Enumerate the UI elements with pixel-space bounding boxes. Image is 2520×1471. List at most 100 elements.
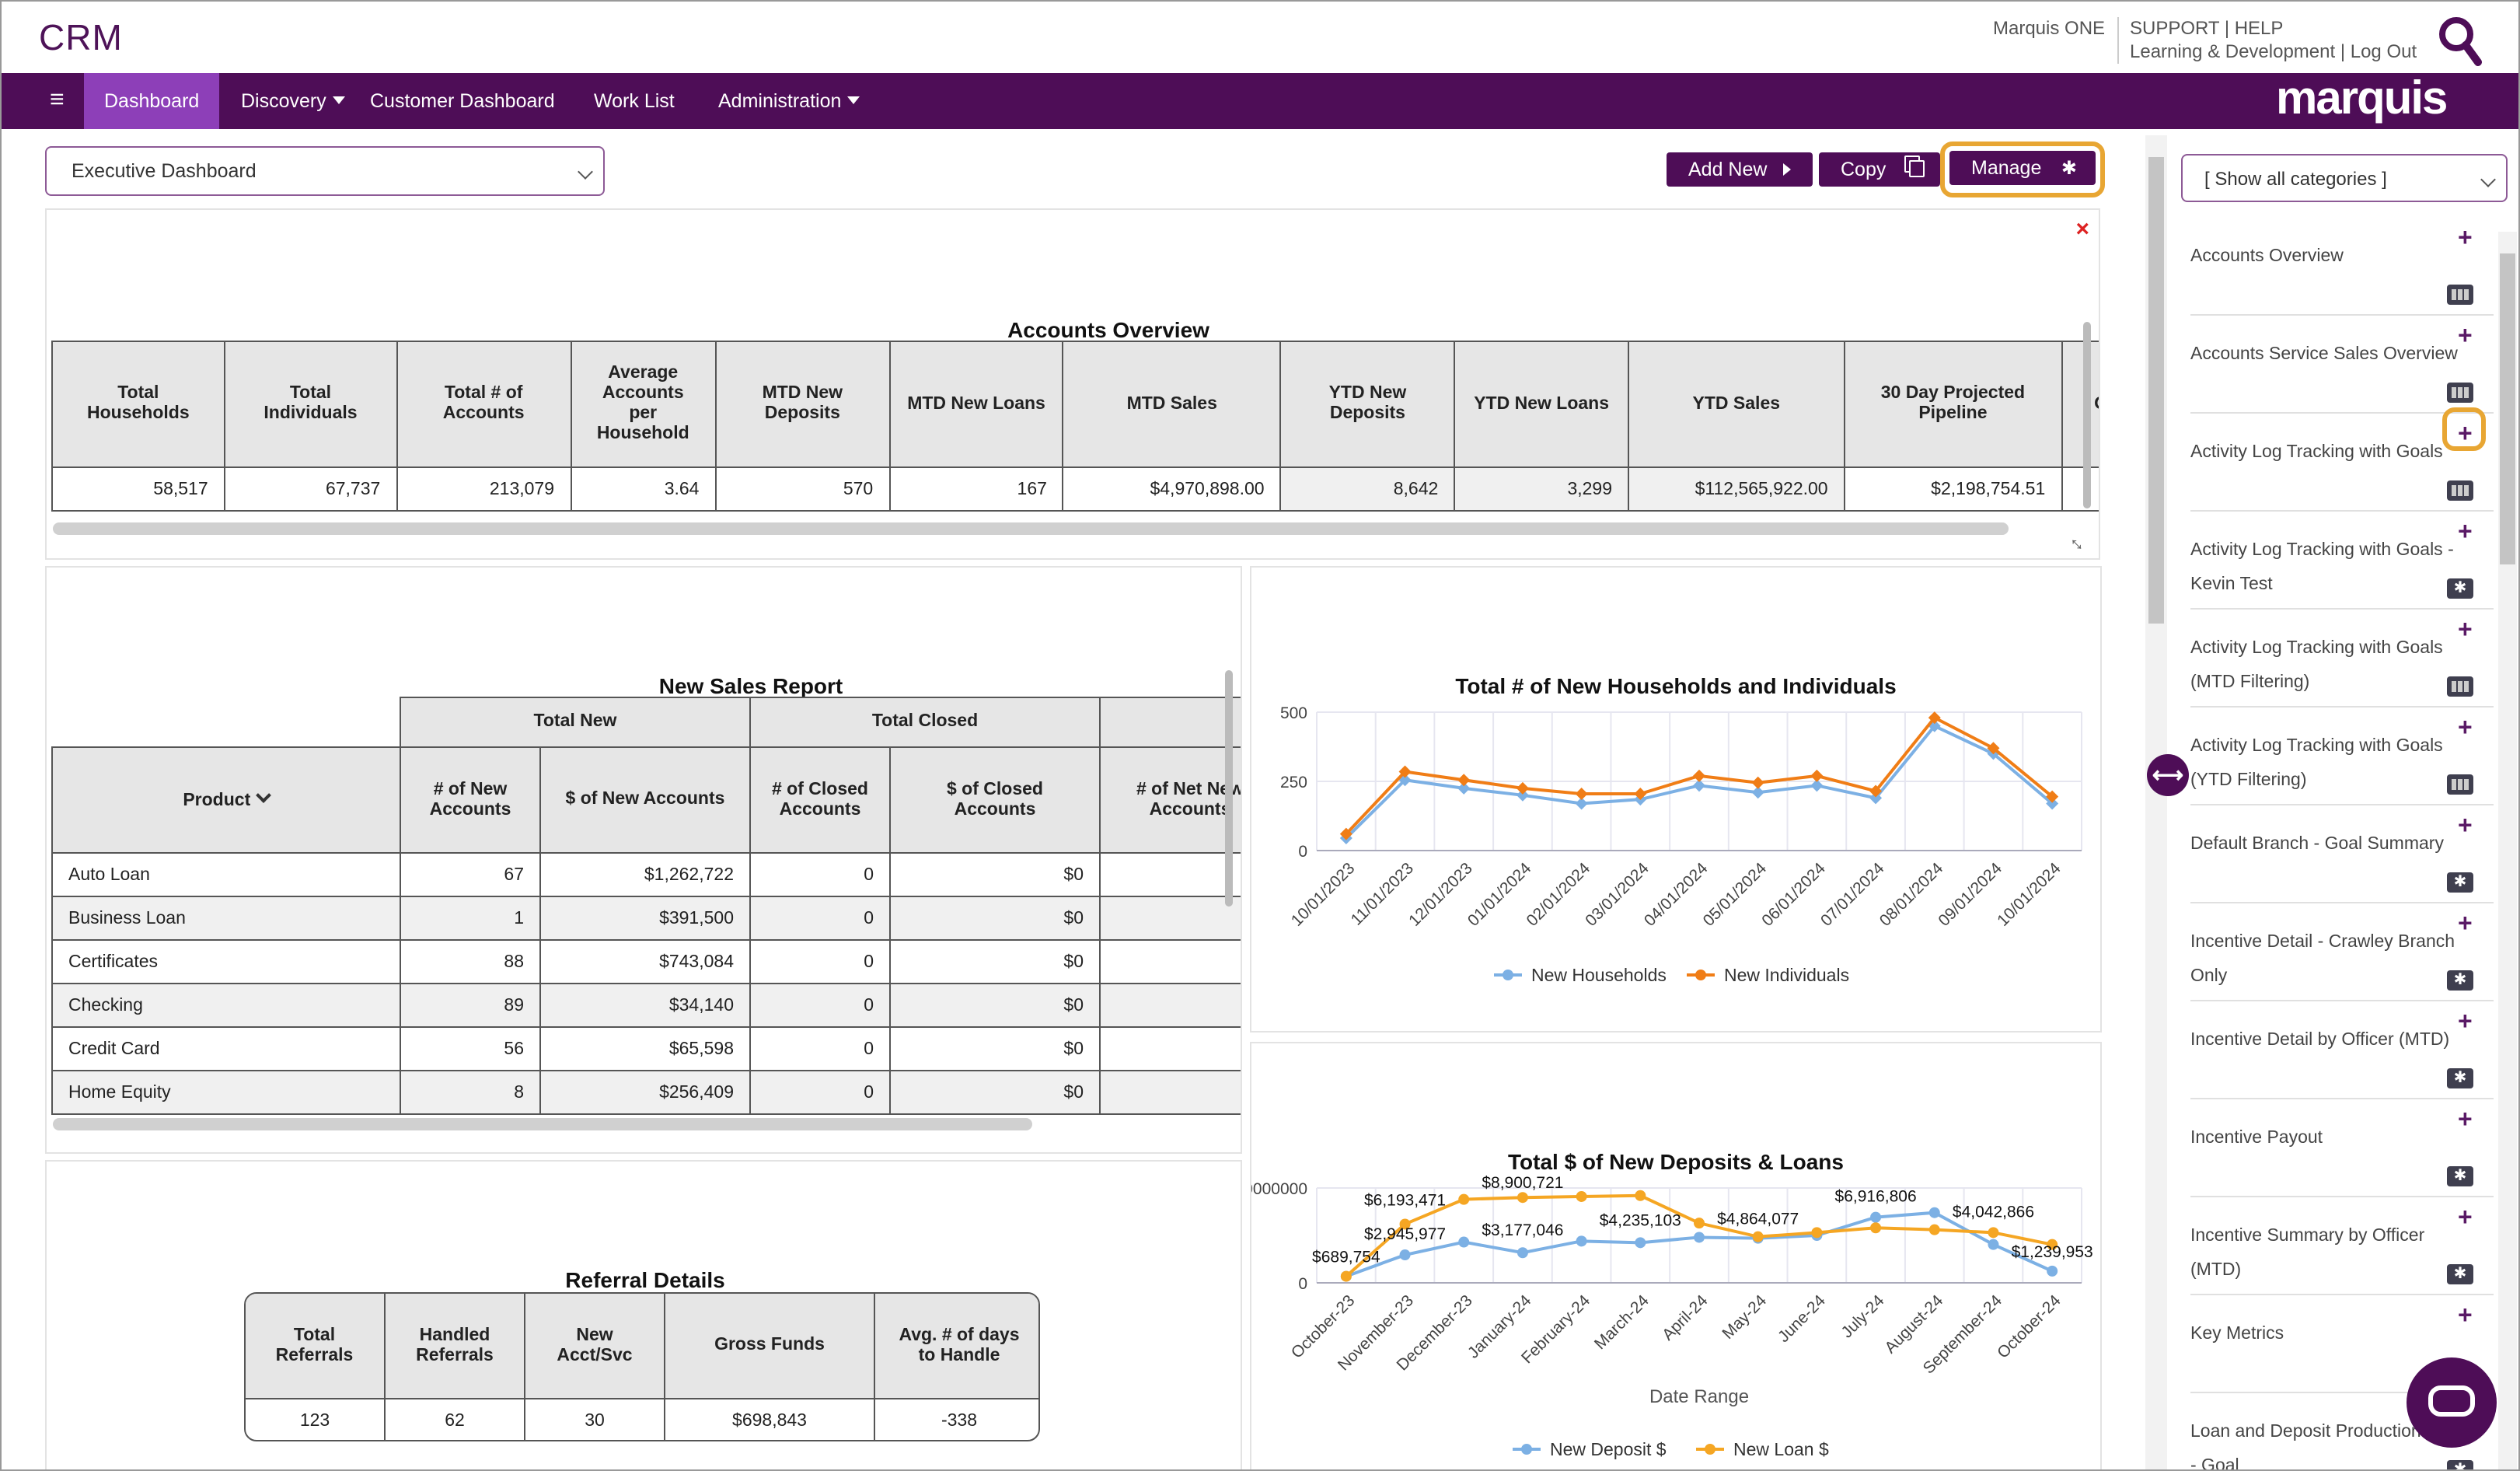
copy-button[interactable]: Copy bbox=[1819, 152, 1940, 187]
table-icon[interactable] bbox=[2447, 676, 2473, 697]
add-widget-icon[interactable]: + bbox=[2458, 715, 2473, 742]
widget-list-item[interactable]: Incentive Detail by Officer (MTD) bbox=[2190, 1031, 2450, 1050]
nav-customer-dashboard[interactable]: Customer Dashboard bbox=[350, 73, 575, 129]
data-point bbox=[1457, 781, 1471, 795]
vertical-scrollbar[interactable] bbox=[2083, 322, 2091, 508]
widget-list-item[interactable]: Key Metrics bbox=[2190, 1325, 2284, 1343]
hamburger-menu-icon[interactable]: ≡ bbox=[50, 87, 65, 114]
page-scrollbar-track[interactable] bbox=[2145, 135, 2167, 1469]
gear-icon[interactable]: ✱ bbox=[2447, 1166, 2473, 1186]
gear-icon[interactable]: ✱ bbox=[2447, 970, 2473, 991]
widget-list-item[interactable]: Activity Log Tracking with Goals bbox=[2190, 443, 2443, 462]
data-point bbox=[1517, 1192, 1528, 1204]
new-sales-report-title: New Sales Report bbox=[658, 673, 843, 698]
table-icon[interactable] bbox=[2447, 480, 2473, 501]
widget-list-item[interactable]: Incentive Detail - Crawley Branch Only bbox=[2190, 933, 2455, 986]
x-tick-label: October-24 bbox=[1994, 1291, 2065, 1362]
accounts-overview-header-row: Total Households Total Individuals Total #… bbox=[51, 341, 2099, 468]
add-widget-icon[interactable]: + bbox=[2458, 911, 2473, 938]
manage-highlight bbox=[1940, 142, 2105, 197]
widget-list-item[interactable]: Accounts Overview bbox=[2190, 247, 2344, 266]
app-logo[interactable]: CRM bbox=[39, 17, 123, 58]
accounts-overview-col-header: YTD New Loans bbox=[1454, 341, 1629, 468]
data-point bbox=[1575, 788, 1588, 801]
widget-list-item[interactable]: Incentive Summary by Officer (MTD) bbox=[2190, 1227, 2425, 1280]
widget-list-item[interactable]: Default Branch - Goal Summary bbox=[2190, 835, 2444, 854]
sort-chevron-icon bbox=[256, 787, 272, 802]
add-widget-icon[interactable]: + bbox=[2458, 225, 2473, 252]
table-icon[interactable] bbox=[2447, 285, 2473, 305]
widget-list-item[interactable]: Activity Log Tracking with Goals (MTD Fi… bbox=[2190, 639, 2443, 692]
gear-icon[interactable]: ✱ bbox=[2447, 578, 2473, 599]
add-widget-icon[interactable]: + bbox=[2458, 617, 2473, 644]
table-cell: $256,409 bbox=[539, 1070, 751, 1115]
page-scrollbar-thumb[interactable] bbox=[2148, 157, 2164, 624]
households-individuals-chart: Total # of New Households and Individual… bbox=[1280, 674, 2082, 985]
widget-list-item[interactable]: Incentive Payout bbox=[2190, 1129, 2323, 1148]
table-icon[interactable] bbox=[2447, 383, 2473, 403]
manage-button[interactable]: Manage ✱ bbox=[1949, 151, 2096, 185]
x-tick-label: July-24 bbox=[1838, 1291, 1887, 1341]
category-select[interactable]: [ Show all categories ] bbox=[2181, 154, 2508, 202]
nav-discovery[interactable]: Discovery bbox=[221, 73, 365, 129]
add-widget-icon[interactable]: + bbox=[2458, 1107, 2473, 1134]
x-tick-label: June-24 bbox=[1775, 1291, 1829, 1346]
category-select-value: [ Show all categories ] bbox=[2204, 168, 2387, 190]
data-point bbox=[1928, 1224, 1940, 1235]
chat-button[interactable] bbox=[2407, 1357, 2497, 1448]
data-point bbox=[2047, 1239, 2058, 1250]
add-widget-icon[interactable]: + bbox=[2458, 1303, 2473, 1329]
accounts-overview-value: $112,565,922.00 bbox=[1628, 466, 1845, 512]
accounts-overview-col-header: Total # of Accounts bbox=[396, 341, 572, 468]
chevron-down-icon bbox=[332, 96, 345, 104]
horizontal-scrollbar[interactable] bbox=[53, 1118, 1032, 1130]
widget-list-item[interactable]: Activity Log Tracking with Goals (YTD Fi… bbox=[2190, 737, 2443, 790]
marquis-one-link[interactable]: Marquis ONE bbox=[1993, 17, 2106, 39]
accounts-overview-col-header: YTD New Deposits bbox=[1279, 341, 1456, 468]
horizontal-scrollbar[interactable] bbox=[53, 522, 2009, 535]
nav-dashboard[interactable]: Dashboard bbox=[84, 73, 219, 129]
learning-logout-links[interactable]: Learning & Development | Log Out bbox=[2130, 40, 2417, 62]
add-widget-icon[interactable]: + bbox=[2458, 421, 2473, 448]
table-cell: 67 bbox=[400, 852, 541, 897]
table-cell: 0 bbox=[749, 896, 891, 941]
x-tick-label: 12/01/2023 bbox=[1405, 859, 1476, 930]
table-cell: $65,598 bbox=[539, 1026, 751, 1071]
gear-icon[interactable]: ✱ bbox=[2447, 1460, 2473, 1469]
sidebar-scrollbar-thumb[interactable] bbox=[2500, 253, 2515, 564]
accounts-overview-col-header: Open Referrals bbox=[2061, 341, 2099, 468]
vertical-scrollbar[interactable] bbox=[1225, 670, 1233, 907]
accounts-overview-value: 67,737 bbox=[223, 466, 398, 512]
gear-icon[interactable]: ✱ bbox=[2447, 1068, 2473, 1088]
gear-icon[interactable]: ✱ bbox=[2447, 1264, 2473, 1284]
sidebar-scrollbar-track[interactable] bbox=[2498, 232, 2517, 1469]
chart-title: Total # of New Households and Individual… bbox=[1455, 674, 1896, 698]
data-point bbox=[1928, 1207, 1940, 1218]
data-point bbox=[2046, 797, 2059, 810]
search-icon[interactable] bbox=[2434, 14, 2484, 67]
product-column-header[interactable]: Product bbox=[51, 746, 401, 854]
group-header-blank bbox=[1099, 697, 1241, 748]
add-widget-icon[interactable]: + bbox=[2458, 1009, 2473, 1036]
support-help-links[interactable]: SUPPORT | HELP bbox=[2130, 17, 2284, 39]
gear-icon[interactable]: ✱ bbox=[2447, 872, 2473, 893]
nav-administration[interactable]: Administration bbox=[698, 73, 880, 129]
data-point bbox=[1517, 1247, 1528, 1259]
add-widget-icon[interactable]: + bbox=[2458, 1205, 2473, 1232]
data-point bbox=[1576, 1190, 1587, 1202]
widget-sidebar: [ Show all categories ] + Accounts Overvi… bbox=[2167, 129, 2518, 1469]
add-widget-icon[interactable]: + bbox=[2458, 519, 2473, 546]
table-icon[interactable] bbox=[2447, 774, 2473, 795]
data-label: $4,864,077 bbox=[1717, 1211, 1799, 1228]
widget-list-item[interactable]: Activity Log Tracking with Goals - Kevin… bbox=[2190, 541, 2454, 594]
close-icon[interactable]: × bbox=[2075, 216, 2089, 243]
widget-list-item[interactable]: Accounts Service Sales Overview bbox=[2190, 345, 2458, 364]
resize-icon[interactable]: ↔ bbox=[2064, 526, 2095, 557]
nav-work-list[interactable]: Work List bbox=[574, 73, 695, 129]
add-widget-icon[interactable]: + bbox=[2458, 813, 2473, 840]
accounts-overview-value: 8,642 bbox=[1279, 466, 1456, 512]
add-new-button[interactable]: Add New bbox=[1667, 152, 1813, 187]
expand-collapse-icon[interactable]: ⟷ bbox=[2147, 754, 2189, 796]
add-widget-icon[interactable]: + bbox=[2458, 323, 2473, 350]
dashboard-select[interactable]: Executive Dashboard bbox=[45, 146, 605, 196]
